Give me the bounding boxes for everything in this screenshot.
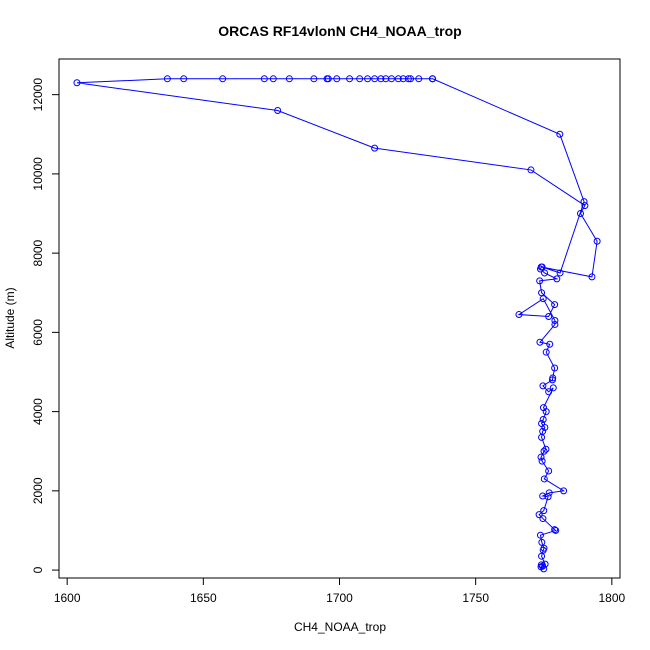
- data-point: [549, 374, 557, 382]
- y-tick-label: 6000: [31, 319, 45, 346]
- data-point: [388, 75, 396, 83]
- data-point: [429, 75, 437, 83]
- data-point: [407, 75, 415, 83]
- data-point: [538, 263, 546, 271]
- data-point: [539, 416, 547, 424]
- data-point: [404, 75, 412, 83]
- data-point: [536, 338, 544, 346]
- data-point: [540, 544, 548, 552]
- data-point: [346, 75, 354, 83]
- data-point: [394, 75, 402, 83]
- x-axis: 1600 1650 1700 1750 1800: [54, 578, 626, 605]
- y-tick-label: 0: [31, 566, 45, 573]
- data-point: [539, 492, 547, 500]
- data-point: [535, 511, 543, 519]
- y-tick-label: 12000: [31, 78, 45, 112]
- x-axis-label: CH4_NOAA_trop: [294, 620, 386, 634]
- data-point: [537, 453, 545, 461]
- data-point: [552, 526, 560, 534]
- data-point: [537, 561, 545, 569]
- chart-title: ORCAS RF14vlonN CH4_NOAA_trop: [218, 23, 461, 39]
- data-point: [538, 457, 546, 465]
- data-point: [545, 388, 553, 396]
- data-point: [546, 340, 554, 348]
- data-point: [356, 75, 364, 83]
- data-point: [274, 107, 282, 115]
- data-point: [556, 130, 564, 138]
- data-point: [551, 526, 559, 534]
- data-point: [310, 75, 318, 83]
- y-axis-label: Altitude (m): [3, 287, 17, 348]
- data-point: [545, 467, 553, 475]
- data-point: [560, 487, 568, 495]
- data-point: [581, 202, 589, 210]
- data-point: [285, 75, 293, 83]
- data-point: [515, 311, 523, 319]
- data-point: [541, 269, 549, 277]
- data-point: [538, 419, 546, 427]
- data-point: [540, 507, 548, 515]
- data-point: [536, 277, 544, 285]
- data-point: [580, 198, 588, 206]
- data-point: [399, 75, 407, 83]
- data-point: [593, 237, 601, 245]
- data-point: [542, 348, 550, 356]
- data-point: [539, 404, 547, 412]
- data-point: [219, 75, 227, 83]
- data-point: [527, 166, 535, 174]
- plot-area: [73, 75, 601, 573]
- data-point: [163, 75, 171, 83]
- x-tick-label: 1600: [54, 591, 81, 605]
- data-point: [371, 144, 379, 152]
- data-point: [269, 75, 277, 83]
- data-point: [377, 75, 385, 83]
- data-point: [180, 75, 188, 83]
- data-point: [538, 538, 546, 546]
- data-point: [588, 273, 596, 281]
- data-point: [538, 289, 546, 297]
- data-point: [549, 384, 557, 392]
- y-tick-label: 10000: [31, 157, 45, 191]
- data-point: [260, 75, 268, 83]
- y-tick-label: 2000: [31, 477, 45, 504]
- data-point: [539, 382, 547, 390]
- data-point: [540, 475, 548, 483]
- data-point: [545, 313, 553, 321]
- data-point: [539, 427, 547, 435]
- data-point: [541, 560, 549, 568]
- data-point: [551, 364, 559, 372]
- data-point: [553, 275, 561, 283]
- x-tick-label: 1650: [190, 591, 217, 605]
- data-point: [540, 447, 548, 455]
- data-point: [364, 75, 372, 83]
- data-point: [545, 489, 553, 497]
- x-tick-label: 1750: [462, 591, 489, 605]
- data-point: [551, 320, 559, 328]
- y-axis: 0 2000 4000 6000 8000 10000 12000: [31, 78, 59, 573]
- data-point: [73, 79, 81, 87]
- data-point: [551, 301, 559, 309]
- data-point: [333, 75, 341, 83]
- data-point: [539, 515, 547, 523]
- data-point: [536, 531, 544, 539]
- data-point: [556, 269, 564, 277]
- data-point: [542, 445, 550, 453]
- y-tick-label: 8000: [31, 239, 45, 266]
- data-point: [324, 75, 332, 83]
- data-point: [577, 210, 585, 218]
- x-tick-label: 1800: [598, 591, 625, 605]
- x-tick-label: 1700: [326, 591, 353, 605]
- data-point: [551, 316, 559, 324]
- data-point: [415, 75, 423, 83]
- y-tick-label: 4000: [31, 398, 45, 425]
- series-line: [76, 78, 598, 570]
